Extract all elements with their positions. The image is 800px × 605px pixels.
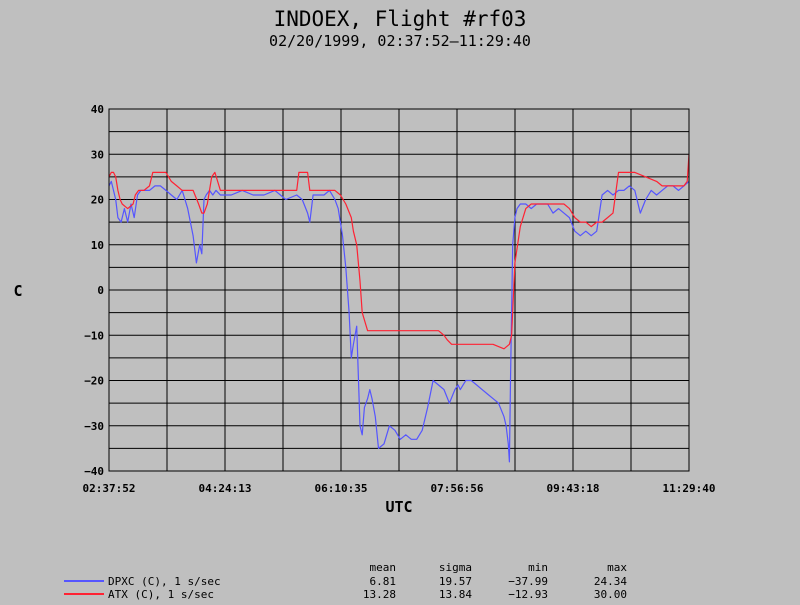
series-layer: [108, 154, 690, 463]
y-tick-label: 10: [91, 239, 104, 252]
stat-value: 24.34: [594, 575, 627, 588]
x-tick-label: 06:10:35: [315, 482, 368, 495]
legend-label: ATX (C), 1 s/sec: [108, 588, 214, 601]
grid-lines: [109, 109, 689, 471]
stat-header: min: [528, 561, 548, 574]
statistics-table: mean sigma min max DPXC (C), 1 s/sec 6.81 19.5…: [64, 561, 627, 601]
series-line-dpxc: [108, 180, 690, 463]
y-tick-label: 0: [97, 284, 104, 297]
x-tick-label: 09:43:18: [547, 482, 600, 495]
stat-value: 13.84: [439, 588, 472, 601]
y-tick-label: 20: [91, 194, 104, 207]
x-tick-label: 07:56:56: [430, 482, 483, 495]
stat-value: 19.57: [439, 575, 472, 588]
chart-subtitle: 02/20/1999, 02:37:52–11:29:40: [269, 32, 531, 50]
chart-title: INDOEX, Flight #rf03: [274, 7, 527, 31]
stat-value: 6.81: [370, 575, 397, 588]
x-tick-label: 04:24:13: [198, 482, 251, 495]
y-tick-label: 30: [91, 148, 104, 161]
series-line-atx: [108, 154, 690, 350]
stat-value: −12.93: [508, 588, 548, 601]
x-tick-label: 11:29:40: [663, 482, 716, 495]
legend-label: DPXC (C), 1 s/sec: [108, 575, 221, 588]
y-tick-label: −20: [84, 375, 104, 388]
stat-value: −37.99: [508, 575, 548, 588]
y-tick-labels: 40 30 20 10 0 −10 −20 −30 −40: [84, 103, 104, 478]
y-axis-label: C: [13, 282, 22, 300]
y-tick-label: 40: [91, 103, 104, 116]
stat-header: mean: [370, 561, 397, 574]
stat-value: 13.28: [363, 588, 396, 601]
y-tick-label: −40: [84, 465, 104, 478]
stat-value: 30.00: [594, 588, 627, 601]
stat-header: max: [607, 561, 627, 574]
x-tick-label: 02:37:52: [83, 482, 136, 495]
y-tick-label: −30: [84, 420, 104, 433]
plot-frame: [108, 108, 690, 472]
x-axis-label: UTC: [385, 498, 412, 516]
x-tick-labels: 02:37:52 04:24:13 06:10:35 07:56:56 09:43:18…: [83, 482, 716, 495]
stat-header: sigma: [439, 561, 472, 574]
y-tick-label: −10: [84, 329, 104, 342]
